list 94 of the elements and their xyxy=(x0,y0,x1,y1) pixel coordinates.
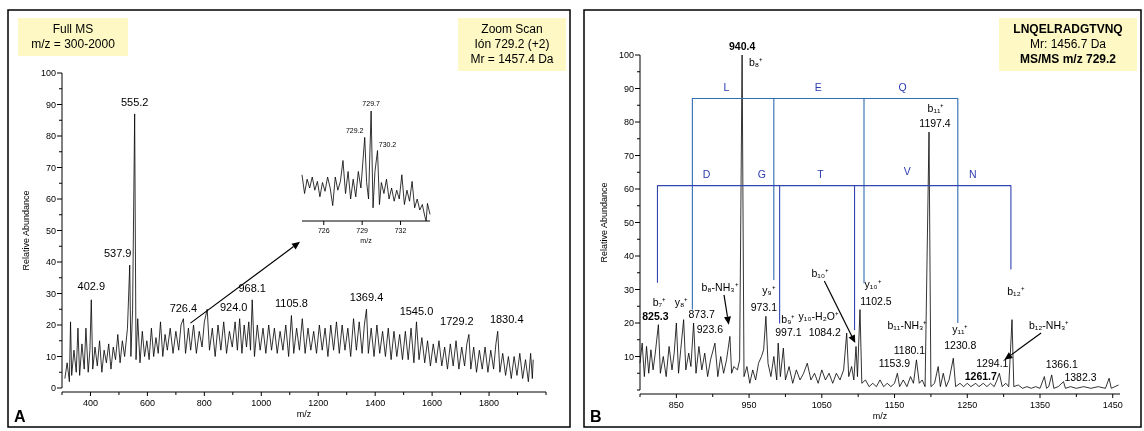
annotation: 940.4 xyxy=(728,40,756,52)
y-tick-label: 100 xyxy=(40,68,56,78)
annotation: 1105.8 xyxy=(275,297,308,310)
annotation: 1366.1 xyxy=(1045,357,1078,370)
x-tick-label: 1350 xyxy=(1029,400,1051,410)
annotation: y₁₀-H₂O⁺ xyxy=(798,310,839,323)
x-tick-label: 1250 xyxy=(957,400,978,410)
annotation: b₈⁺ xyxy=(749,56,764,68)
y-tick-label: 100 xyxy=(618,50,634,60)
x-tick-label: 600 xyxy=(139,398,155,408)
y-tick-label: 40 xyxy=(623,251,634,261)
annotation: 1545.0 xyxy=(399,305,434,318)
text: Zoom Scan Ión 729.2 (+2) Mr = 1457.4 Da xyxy=(470,22,554,66)
x-tick-label: 1200 xyxy=(308,398,329,408)
annotation: 1153.9 xyxy=(878,357,911,370)
annotation: 968.1 xyxy=(238,281,266,294)
annotation: N xyxy=(968,167,977,180)
text: Full MS m/z = 300-2000 xyxy=(31,22,116,51)
x-tick-label: 850 xyxy=(668,400,684,410)
y-tick-label: 20 xyxy=(623,318,634,328)
annotation: 1084.2 xyxy=(808,326,841,339)
y-tick-label: 0 xyxy=(50,383,56,393)
annotation: b₁₂⁺ xyxy=(1007,284,1025,297)
y-tick-label: 60 xyxy=(623,184,634,194)
text: A xyxy=(14,408,26,425)
y-tick-label: 90 xyxy=(45,99,56,110)
y-tick-label: 70 xyxy=(45,162,56,173)
y-tick-label: 60 xyxy=(45,194,56,204)
x-tick-label: 1000 xyxy=(251,398,272,408)
y-tick-label: 10 xyxy=(45,351,56,362)
annotation: y₉⁺ xyxy=(762,284,776,297)
annotation: V xyxy=(903,164,911,177)
y-tick-label: 50 xyxy=(45,225,56,236)
annotation: 726.4 xyxy=(169,302,198,315)
annotation: 997.1 xyxy=(775,326,802,339)
annotation: b₇⁺ xyxy=(652,295,667,308)
y-tick-label: 80 xyxy=(45,131,56,141)
y-tick-label: 70 xyxy=(623,150,634,161)
x-tick-label: 950 xyxy=(741,400,757,410)
annotation: 555.2 xyxy=(120,95,149,108)
y-axis-title: Relative Abundance xyxy=(599,182,609,263)
y-axis-title: Relative Abundance xyxy=(21,190,31,271)
y-tick-label: 10 xyxy=(623,351,634,362)
x-tick-label: 1600 xyxy=(422,398,443,408)
annotation: 1294.1 xyxy=(976,357,1009,370)
annotation: b₁₁-NH₃⁺ xyxy=(887,318,928,331)
x-tick-label: 800 xyxy=(196,398,212,408)
annotation: 402.9 xyxy=(77,280,106,293)
annotation: 1197.4 xyxy=(919,117,951,130)
annotation: T xyxy=(817,167,825,180)
x-tick-label: 1450 xyxy=(1102,400,1123,410)
y-tick-label: 80 xyxy=(623,117,634,127)
annotation: 923.6 xyxy=(696,323,724,336)
annotation: Q xyxy=(898,80,907,93)
x-axis-title: m/z xyxy=(872,411,888,421)
annotation: b₁₁⁺ xyxy=(927,102,945,115)
x-tick-label: 1800 xyxy=(479,398,500,408)
annotation: E xyxy=(814,80,822,93)
annotation: 537.9 xyxy=(103,247,132,259)
annotation: D xyxy=(702,167,711,180)
annotation: 973.1 xyxy=(750,301,778,314)
annotation: G xyxy=(757,167,766,180)
annotation: b₈-NH₃⁺ xyxy=(701,280,739,293)
text: B xyxy=(590,408,602,425)
annotation: b₁₂-NH₃⁺ xyxy=(1028,319,1070,332)
y-tick-label: 30 xyxy=(45,288,56,299)
x-tick-label: 1400 xyxy=(365,398,386,408)
annotation: 873.7 xyxy=(688,308,715,320)
annotation: 1230.8 xyxy=(944,339,977,352)
annotation: 1369.4 xyxy=(349,291,384,304)
y-tick-label: 30 xyxy=(623,284,634,295)
y-tick-label: 20 xyxy=(45,320,56,330)
annotation: 1729.2 xyxy=(440,314,474,327)
annotation: 1382.3 xyxy=(1064,370,1097,383)
annotation: 924.0 xyxy=(219,301,248,314)
annotation: LNQELRADGTVNQ Mr: 1456.7 Da MS/MS m/z 729.2 xyxy=(1013,22,1123,66)
y-tick-label: 40 xyxy=(45,257,56,267)
annotation: y₁₀⁺ xyxy=(864,277,882,290)
x-tick-label: 400 xyxy=(82,398,98,408)
annotation: y₁₁⁺ xyxy=(952,323,969,336)
annotation: 825.3 xyxy=(642,309,669,322)
annotation: 1102.5 xyxy=(860,294,892,307)
x-tick-label: 1050 xyxy=(811,400,832,410)
annotation: L xyxy=(723,80,730,93)
annotation: 1261.7 xyxy=(964,370,997,383)
y-tick-label: 50 xyxy=(623,217,634,228)
x-axis-title: m/z xyxy=(296,409,312,419)
annotation: 1830.4 xyxy=(489,313,524,326)
annotation: y₈⁺ xyxy=(674,296,689,308)
annotation: b₉⁺ xyxy=(781,313,796,326)
y-tick-label: 90 xyxy=(623,83,634,94)
annotation: 1180.1 xyxy=(893,343,926,356)
x-tick-label: 1150 xyxy=(884,400,905,410)
annotation: b₁₀⁺ xyxy=(811,267,830,280)
